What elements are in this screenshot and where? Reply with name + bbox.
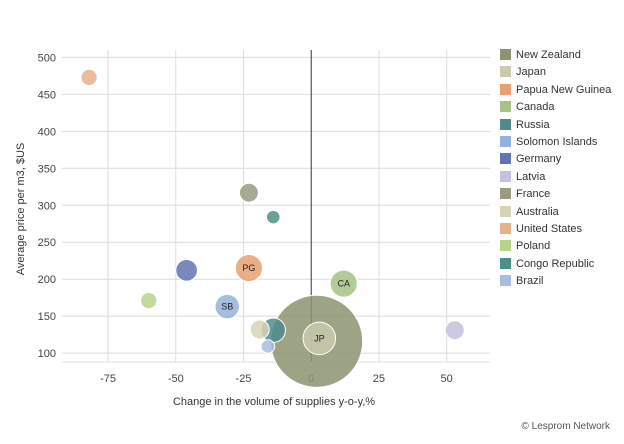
legend-label: Russia — [516, 118, 550, 131]
bubble-ca[interactable] — [329, 269, 358, 298]
y-tick-label: 500 — [38, 52, 56, 64]
bubble-br[interactable] — [260, 339, 276, 354]
legend-item[interactable]: Congo Republic — [500, 257, 618, 271]
bubble-sb[interactable] — [214, 293, 240, 320]
legend-swatch — [500, 222, 511, 234]
legend-item[interactable]: Papua New Guinea — [500, 83, 618, 97]
y-tick-label: 350 — [38, 163, 56, 175]
legend-label: United States — [516, 222, 583, 235]
bubble-pl[interactable] — [140, 292, 158, 310]
legend-swatch — [500, 118, 511, 130]
legend-swatch — [500, 205, 511, 217]
y-tick-label: 250 — [38, 237, 56, 249]
bubble-de[interactable] — [175, 258, 198, 282]
bubble-label-sb: SB — [221, 302, 233, 312]
y-tick-label: 200 — [38, 274, 56, 286]
bubble-label-jp: JP — [314, 333, 325, 343]
legend-label: Congo Republic — [516, 257, 595, 270]
bubble-au[interactable] — [249, 319, 270, 340]
bubble-pg[interactable] — [234, 254, 263, 283]
legend-item[interactable]: Germany — [500, 152, 618, 166]
x-tick-label: -25 — [236, 373, 252, 385]
axes: 100150200250300350400450500-75-50-250255… — [38, 52, 453, 385]
bubble-fr[interactable] — [238, 182, 259, 203]
bubble-us[interactable] — [80, 68, 98, 86]
legend-label: Solomon Islands — [516, 135, 598, 148]
x-tick-label: -50 — [168, 373, 184, 385]
bubble-jp[interactable] — [302, 321, 337, 356]
legend-item[interactable]: United States — [500, 222, 618, 236]
legend-item[interactable]: Brazil — [500, 274, 618, 288]
x-tick-label: -75 — [100, 373, 116, 385]
y-tick-label: 450 — [38, 89, 56, 101]
legend-swatch — [500, 135, 511, 147]
legend-item[interactable]: Latvia — [500, 170, 618, 184]
legend-swatch — [500, 240, 511, 252]
legend-item[interactable]: France — [500, 187, 618, 201]
legend-label: Latvia — [516, 170, 546, 183]
x-axis-title: Change in the volume of supplies y-o-y,% — [173, 396, 375, 408]
legend-item[interactable]: Australia — [500, 205, 618, 219]
legend-swatch — [500, 49, 511, 60]
legend-swatch — [500, 257, 511, 269]
x-tick-label: 50 — [441, 373, 453, 385]
grid — [62, 50, 490, 363]
bubble-cg[interactable] — [266, 209, 281, 225]
y-tick-label: 100 — [38, 348, 56, 360]
legend-item[interactable]: Solomon Islands — [500, 135, 618, 149]
legend-swatch — [500, 275, 511, 287]
y-tick-label: 150 — [38, 311, 56, 323]
legend-swatch — [500, 170, 511, 182]
legend-swatch — [500, 83, 511, 95]
legend-item[interactable]: Canada — [500, 100, 618, 114]
legend-label: Japan — [516, 66, 546, 79]
legend-label: Australia — [516, 205, 559, 218]
legend-item[interactable]: Japan — [500, 65, 618, 79]
legend-swatch — [500, 153, 511, 165]
legend-label: Papua New Guinea — [516, 83, 612, 96]
legend: New Zealand Japan Papua New Guinea Canada Ru… — [500, 48, 618, 291]
legend-item[interactable]: Poland — [500, 239, 618, 253]
y-tick-label: 300 — [38, 200, 56, 212]
legend-label: Poland — [516, 240, 551, 253]
legend-label: Germany — [516, 153, 562, 166]
y-axis-title: Average price per m3, $US — [15, 143, 27, 275]
bubble-label-ca: CA — [337, 279, 350, 289]
legend-swatch — [500, 188, 511, 200]
legend-item[interactable]: Russia — [500, 118, 618, 132]
legend-swatch — [500, 66, 511, 78]
credit-text: © Lesprom Network — [521, 421, 610, 432]
legend-label: France — [516, 188, 551, 201]
bubbles: JP PG CA SB — [80, 68, 465, 388]
legend-swatch — [500, 101, 511, 113]
legend-label: New Zealand — [516, 49, 581, 61]
x-tick-label: 25 — [373, 373, 385, 385]
legend-label: Brazil — [516, 275, 544, 288]
legend-label: Canada — [516, 101, 555, 114]
legend-item[interactable]: New Zealand — [500, 48, 618, 62]
bubble-lv[interactable] — [444, 320, 465, 341]
y-tick-label: 400 — [38, 126, 56, 138]
bubble-label-pg: PG — [242, 263, 255, 273]
